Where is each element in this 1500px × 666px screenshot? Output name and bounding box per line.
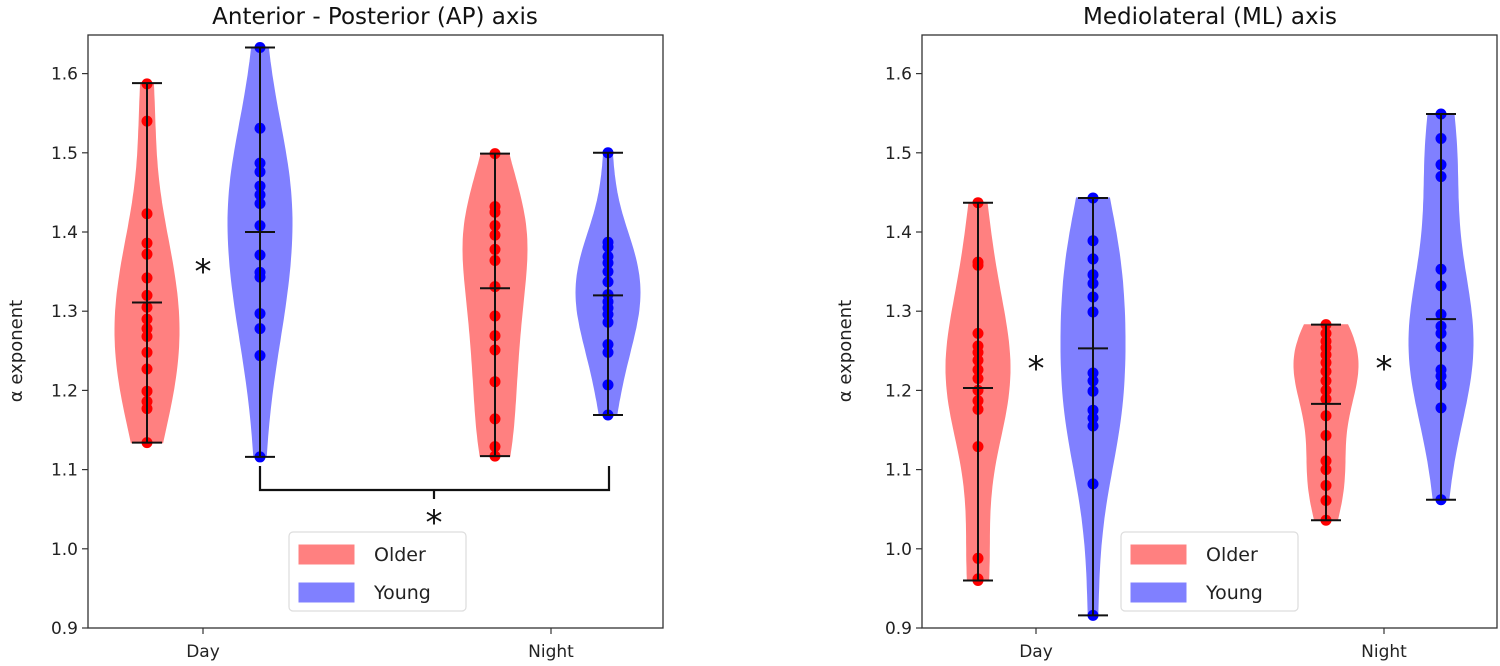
y-tick-label: 1.3: [51, 302, 78, 322]
legend-swatch-older: [298, 544, 355, 565]
legend-label-older: Older: [374, 544, 426, 566]
violin-young-day: [227, 41, 293, 463]
y-tick-label: 1.0: [885, 540, 912, 560]
y-tick-label: 1.1: [51, 461, 78, 481]
y-tick-label: 1.2: [51, 381, 78, 401]
axes-frame: [87, 34, 664, 629]
legend-swatch-older: [1130, 544, 1187, 565]
y-tick-label: 1.5: [51, 144, 78, 164]
y-tick-label: 1.4: [51, 223, 78, 243]
violins: [945, 108, 1474, 621]
violin-older-day: [945, 197, 1011, 586]
y-tick-label: 0.9: [885, 619, 912, 639]
significance-star: *: [1028, 349, 1045, 389]
violin-young-night: [1408, 108, 1474, 506]
chart-title: Anterior - Posterior (AP) axis: [212, 4, 538, 30]
legend: Older Young: [1120, 531, 1299, 612]
legend-swatch-young: [1130, 582, 1187, 603]
violin-older-night: [462, 148, 528, 462]
y-tick-label: 1.1: [885, 461, 912, 481]
x-ticks: Day Night: [1019, 628, 1407, 662]
x-tick-label: Night: [528, 642, 574, 662]
legend-label-young: Young: [373, 582, 431, 604]
violin-young-night: [575, 147, 641, 421]
y-ticks: 0.9 1.0 1.1 1.2 1.3 1.4 1.5 1.6: [885, 65, 922, 639]
x-ticks: Day Night: [186, 628, 574, 662]
y-tick-label: 1.2: [885, 381, 912, 401]
y-tick-label: 1.6: [885, 65, 912, 85]
violins: [114, 41, 641, 463]
x-tick-label: Day: [186, 642, 220, 662]
y-tick-label: 1.6: [51, 65, 78, 85]
x-tick-label: Night: [1361, 642, 1407, 662]
y-axis-label: α exponent: [6, 300, 27, 402]
legend-label-young: Young: [1205, 582, 1263, 604]
axes-frame: [921, 34, 1498, 629]
significance-bracket: [258, 466, 611, 499]
chart-title: Mediolateral (ML) axis: [1083, 4, 1337, 30]
y-axis-label: α exponent: [835, 300, 856, 402]
panel-ml: Mediolateral (ML) axis α exponent 0.9 1.0…: [835, 4, 1498, 662]
y-tick-label: 1.5: [885, 144, 912, 164]
significance-star: *: [1376, 349, 1393, 389]
violin-older-night: [1293, 319, 1359, 526]
y-tick-label: 1.4: [885, 223, 912, 243]
violin-young-day: [1060, 192, 1126, 621]
violin-older-day: [114, 78, 180, 449]
legend: Older Young: [288, 531, 467, 612]
legend-label-older: Older: [1206, 544, 1258, 566]
significance-star: *: [195, 252, 212, 292]
y-ticks: 0.9 1.0 1.1 1.2 1.3 1.4 1.5 1.6: [51, 65, 88, 639]
legend-swatch-young: [298, 582, 355, 603]
y-tick-label: 1.3: [885, 302, 912, 322]
panel-ap: Anterior - Posterior (AP) axis α exponen…: [6, 4, 664, 662]
y-tick-label: 0.9: [51, 619, 78, 639]
x-tick-label: Day: [1019, 642, 1053, 662]
y-tick-label: 1.0: [51, 540, 78, 560]
